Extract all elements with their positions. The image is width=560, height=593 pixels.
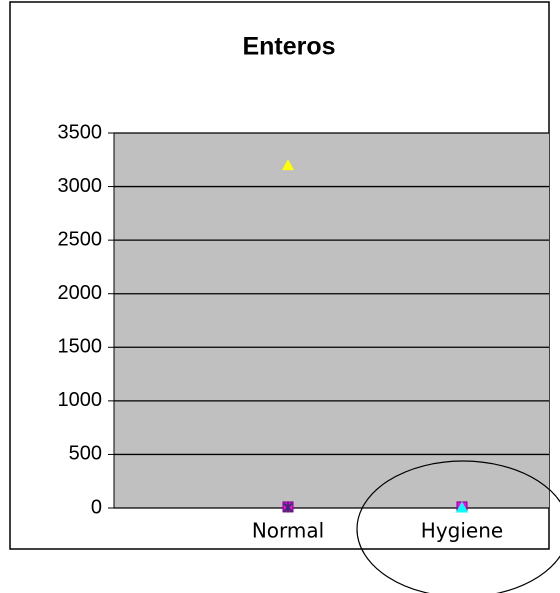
x-tick-label: Hygiene [421, 519, 503, 543]
y-tick-label: 2000 [58, 282, 103, 304]
y-tick-label: 3000 [58, 175, 103, 197]
plot-area [114, 133, 549, 508]
chart-title: Enteros [242, 33, 335, 61]
marker [456, 501, 468, 513]
y-tick-label: 2500 [58, 228, 103, 250]
x-tick-label: Normal [252, 519, 324, 543]
marker [283, 502, 293, 513]
y-tick-label: 3500 [58, 121, 103, 143]
annotation-ellipse [356, 460, 560, 593]
y-tick-label: 1000 [58, 389, 103, 411]
y-tick-label: 0 [91, 496, 102, 518]
y-tick-label: 1500 [58, 336, 103, 358]
marker [282, 159, 294, 171]
y-tick-label: 500 [69, 443, 102, 465]
